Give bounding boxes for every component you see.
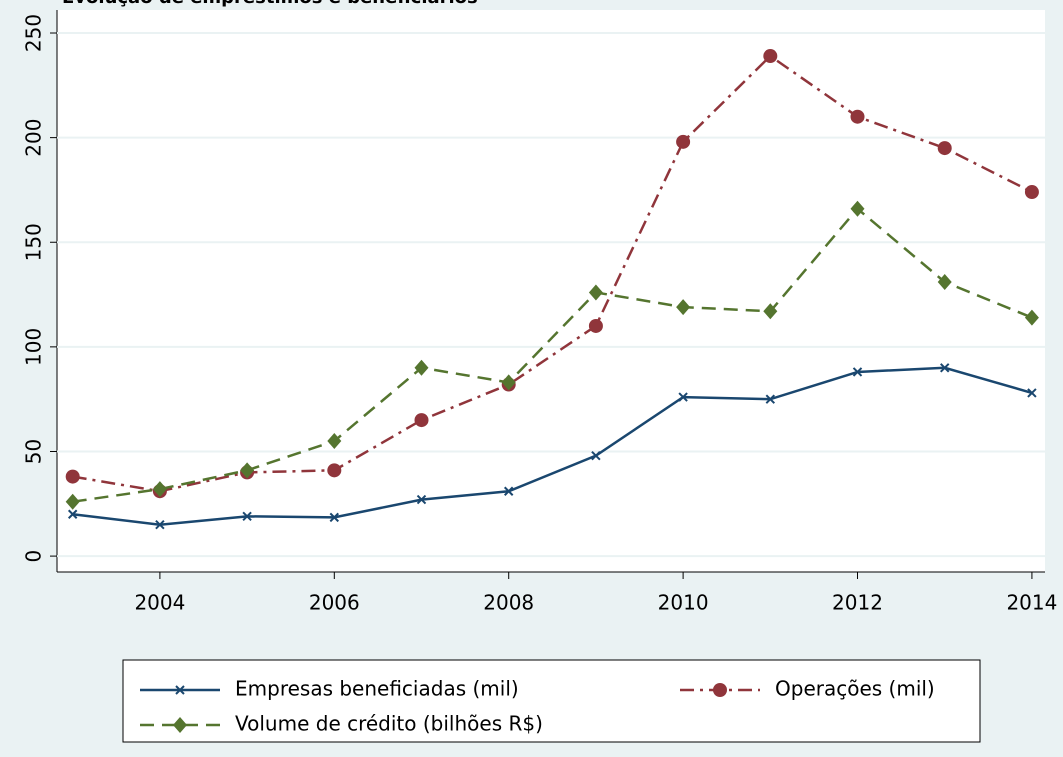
y-tick-label: 150 <box>22 223 46 261</box>
marker <box>713 683 727 697</box>
marker <box>676 299 691 316</box>
marker <box>1024 185 1039 200</box>
marker <box>414 359 429 376</box>
series-line <box>72 207 1033 503</box>
plot-area <box>57 10 1045 572</box>
y-tick-label: 50 <box>22 439 46 464</box>
marker <box>329 512 340 523</box>
marker <box>501 374 516 391</box>
marker <box>152 481 167 498</box>
marker <box>763 49 778 64</box>
marker <box>676 134 691 149</box>
marker <box>416 494 427 505</box>
marker <box>678 392 688 402</box>
marker <box>765 394 776 404</box>
marker <box>940 363 950 373</box>
marker <box>937 141 952 156</box>
marker <box>65 493 80 510</box>
legend-label: Empresas beneficiadas (mil) <box>235 677 519 701</box>
x-tick-label: 2010 <box>658 591 709 615</box>
marker <box>588 284 603 301</box>
y-tick-label: 0 <box>22 550 46 563</box>
x-tick-label: 2012 <box>832 591 883 615</box>
marker <box>67 509 78 519</box>
legend-label: Operações (mil) <box>775 677 935 701</box>
marker <box>173 717 187 733</box>
x-tick-label: 2014 <box>1006 591 1057 615</box>
legend-label: Volume de crédito (bilhões R$) <box>235 712 543 736</box>
x-tick-label: 2008 <box>483 591 534 615</box>
marker <box>937 274 952 291</box>
marker <box>852 367 863 377</box>
y-tick-label: 100 <box>22 328 46 366</box>
marker <box>1024 309 1039 326</box>
x-tick-label: 2006 <box>309 591 360 615</box>
marker <box>850 109 865 124</box>
marker <box>175 685 185 695</box>
marker <box>588 318 603 333</box>
series-line <box>72 366 1033 526</box>
marker <box>414 413 429 428</box>
marker <box>65 469 80 484</box>
marker <box>242 511 252 522</box>
y-tick-label: 200 <box>22 119 46 157</box>
marker <box>591 450 601 461</box>
x-tick-label: 2004 <box>134 591 185 615</box>
marker <box>763 303 778 320</box>
marker <box>327 463 342 478</box>
legend <box>122 659 981 743</box>
marker <box>850 200 865 217</box>
marker <box>503 486 514 496</box>
y-tick-label: 250 <box>22 14 46 52</box>
marker <box>155 520 165 530</box>
marker <box>327 433 342 450</box>
marker <box>240 462 255 479</box>
chart-title: Evolução de empréstimos e beneficiários <box>62 0 478 8</box>
marker <box>1027 388 1037 398</box>
